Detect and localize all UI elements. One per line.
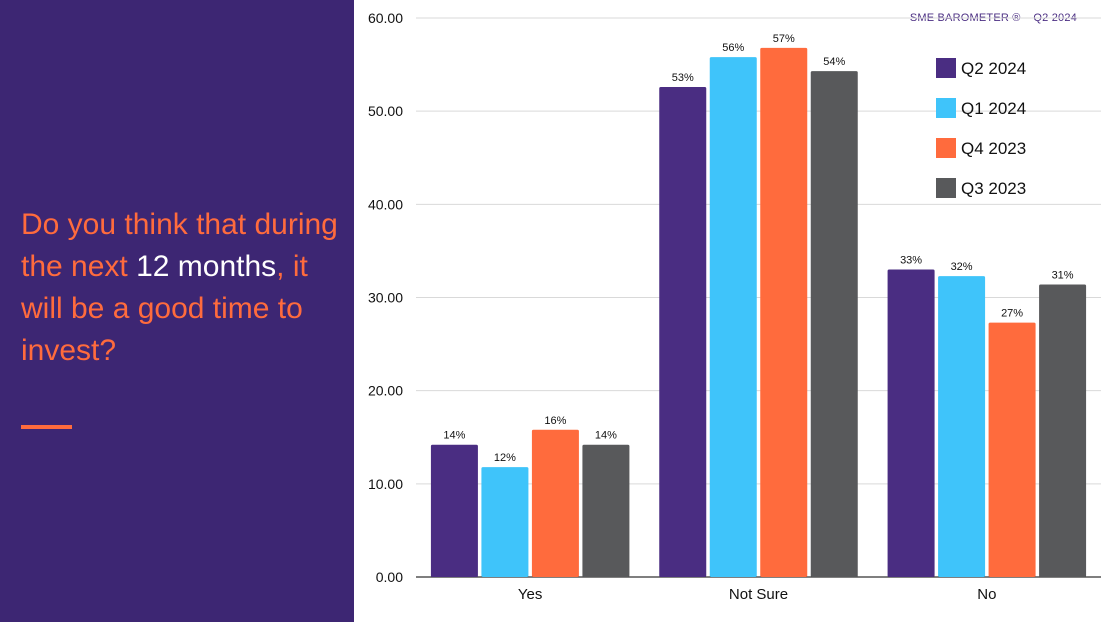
data-label: 12% — [494, 452, 516, 464]
bar — [988, 322, 1036, 577]
x-category-label: Not Sure — [729, 586, 788, 603]
legend: Q2 2024 Q1 2024 Q4 2023 Q3 2023 — [936, 58, 1026, 198]
legend-label: Q4 2023 — [961, 139, 1026, 158]
bar — [659, 86, 707, 578]
bar — [582, 444, 630, 577]
bar — [1039, 284, 1087, 577]
bar — [481, 467, 529, 577]
bar — [531, 429, 579, 577]
y-tick-label: 40.00 — [368, 196, 403, 212]
legend-label: Q2 2024 — [961, 59, 1026, 78]
grid-lines — [416, 17, 1101, 578]
legend-swatch — [936, 138, 956, 158]
data-label: 56% — [722, 42, 744, 54]
y-tick-label: 60.00 — [368, 10, 403, 26]
question-part-1: Do you think that during the next — [21, 208, 338, 283]
bars: 14% 12% 16% 14% 53% 56% 57% 54% 33% 32% 27% 31% — [430, 33, 1087, 578]
legend-swatch — [936, 178, 956, 198]
x-category-label: Yes — [518, 586, 542, 603]
legend-label: Q1 2024 — [961, 99, 1026, 118]
bar — [887, 269, 935, 577]
left-panel: Do you think that during the next 12 mon… — [0, 0, 354, 622]
data-label: 31% — [1052, 269, 1074, 281]
data-label: 27% — [1001, 308, 1023, 320]
data-label: 53% — [672, 72, 694, 84]
legend-swatch — [936, 98, 956, 118]
data-label: 33% — [900, 255, 922, 267]
bar — [709, 57, 757, 577]
bar-chart: 0.00 10.00 20.00 30.00 40.00 50.00 60.00 14% 12… — [368, 10, 1101, 603]
x-category-label: No — [977, 586, 996, 603]
bar — [760, 47, 808, 577]
y-tick-label: 0.00 — [376, 569, 403, 585]
data-label: 32% — [951, 261, 973, 273]
question-text: Do you think that during the next 12 mon… — [21, 204, 341, 372]
legend-swatch — [936, 58, 956, 78]
bar — [938, 276, 986, 577]
question-highlight: 12 months — [136, 250, 277, 283]
bar — [810, 71, 858, 577]
accent-underline — [21, 425, 72, 429]
data-label: 54% — [823, 56, 845, 68]
x-axis: Yes Not Sure No — [518, 586, 997, 603]
y-tick-label: 20.00 — [368, 383, 403, 399]
data-label: 14% — [595, 430, 617, 442]
y-tick-label: 30.00 — [368, 290, 403, 306]
data-label: 57% — [773, 33, 795, 45]
y-tick-label: 50.00 — [368, 103, 403, 119]
data-label: 16% — [544, 415, 566, 427]
y-axis: 0.00 10.00 20.00 30.00 40.00 50.00 60.00 — [368, 10, 403, 585]
bar — [430, 444, 478, 577]
legend-label: Q3 2023 — [961, 179, 1026, 198]
y-tick-label: 10.00 — [368, 476, 403, 492]
data-label: 14% — [443, 430, 465, 442]
question-part-2: , it will be a good time to invest? — [21, 250, 308, 367]
